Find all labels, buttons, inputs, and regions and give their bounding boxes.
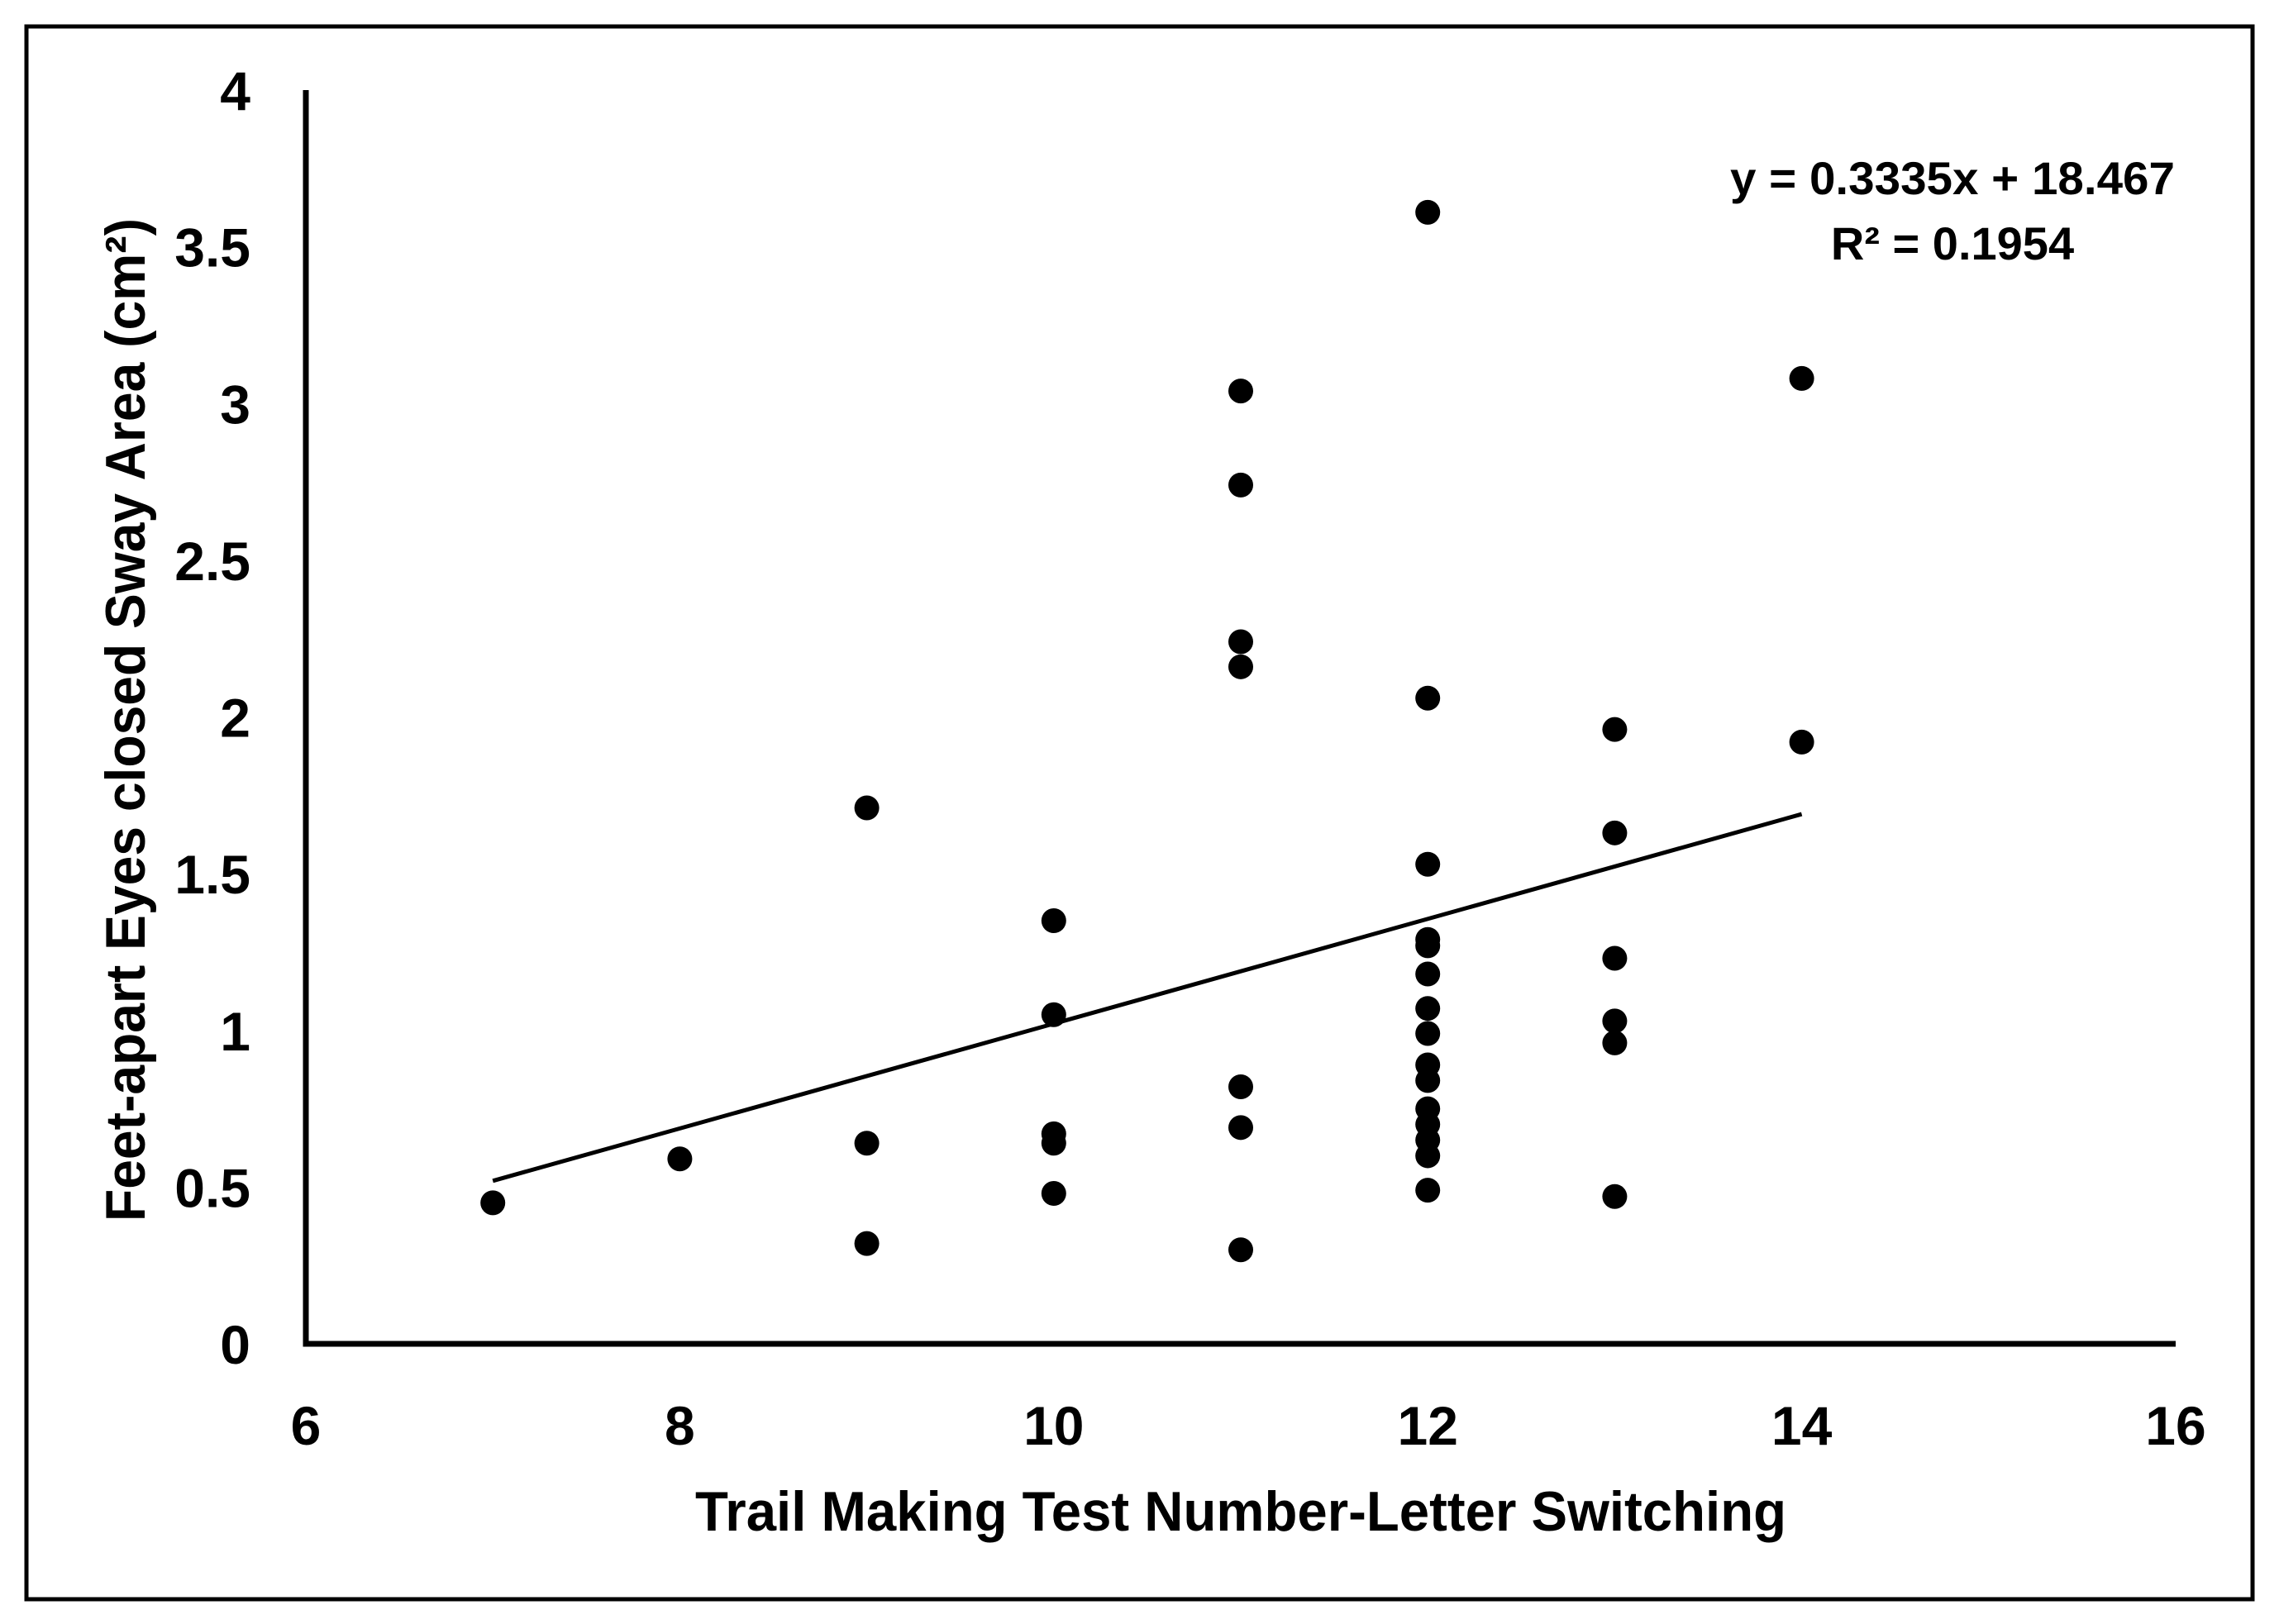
y-tick-label: 0 <box>220 1314 250 1375</box>
x-tick-label: 8 <box>665 1395 695 1456</box>
data-points <box>480 199 1814 1263</box>
data-point <box>1415 851 1441 877</box>
x-tick-label: 16 <box>2145 1395 2205 1456</box>
x-tick-label: 10 <box>1023 1395 1084 1456</box>
chart-frame <box>24 24 2255 1602</box>
data-point <box>1415 1021 1441 1046</box>
data-point <box>854 1131 880 1156</box>
data-point <box>1041 908 1066 934</box>
data-point <box>1228 1237 1253 1263</box>
data-point <box>1602 945 1628 971</box>
data-point <box>1228 629 1253 655</box>
data-point <box>1415 933 1441 959</box>
data-point <box>1789 729 1814 755</box>
trendline-equation: y = 0.3335x + 18.467 <box>1730 152 2175 204</box>
y-tick-label: 3.5 <box>174 217 250 279</box>
r-squared-label: R² = 0.1954 <box>1831 217 2074 269</box>
y-axis-title: Feet-apart Eyes closed Sway Area (cm²) <box>94 218 157 1222</box>
trendline <box>492 812 1803 1183</box>
data-point <box>1602 717 1628 742</box>
y-tick-label: 0.5 <box>174 1157 250 1218</box>
data-point <box>1415 996 1441 1022</box>
data-point <box>1228 654 1253 679</box>
y-tick-label: 1.5 <box>174 844 250 905</box>
data-point <box>1602 1008 1628 1034</box>
y-tick-label: 2.5 <box>174 531 250 592</box>
data-point <box>667 1146 693 1172</box>
data-point <box>854 1231 880 1256</box>
data-point <box>1228 1074 1253 1100</box>
data-point <box>480 1190 506 1216</box>
x-tick-labels: 6 8 10 12 14 16 <box>291 1395 2206 1456</box>
data-point <box>1415 199 1441 225</box>
data-point <box>1789 365 1814 391</box>
data-point <box>1602 820 1628 845</box>
y-tick-label: 4 <box>220 60 250 121</box>
data-point <box>854 795 880 821</box>
data-point <box>1415 685 1441 711</box>
x-axis-title: Trail Making Test Number-Letter Switchin… <box>695 1480 1786 1543</box>
y-tick-labels: 0 0.5 1 1.5 2 2.5 3 3.5 4 <box>174 60 250 1375</box>
y-tick-label: 2 <box>220 688 250 749</box>
data-point <box>1041 1180 1066 1206</box>
data-point <box>1228 379 1253 404</box>
data-point <box>1041 1002 1066 1027</box>
data-point <box>1415 961 1441 987</box>
x-tick-label: 14 <box>1771 1395 1833 1456</box>
y-tick-label: 3 <box>220 374 250 435</box>
data-point <box>1415 1068 1441 1093</box>
y-tick-label: 1 <box>220 1001 250 1062</box>
data-point <box>1041 1131 1066 1156</box>
x-tick-label: 6 <box>291 1395 322 1456</box>
data-point <box>1228 1115 1253 1141</box>
data-point <box>1415 1178 1441 1203</box>
data-point <box>1228 472 1253 498</box>
data-point <box>1602 1030 1628 1055</box>
data-point <box>1415 1143 1441 1169</box>
x-tick-label: 12 <box>1397 1395 1457 1456</box>
data-point <box>1602 1183 1628 1209</box>
